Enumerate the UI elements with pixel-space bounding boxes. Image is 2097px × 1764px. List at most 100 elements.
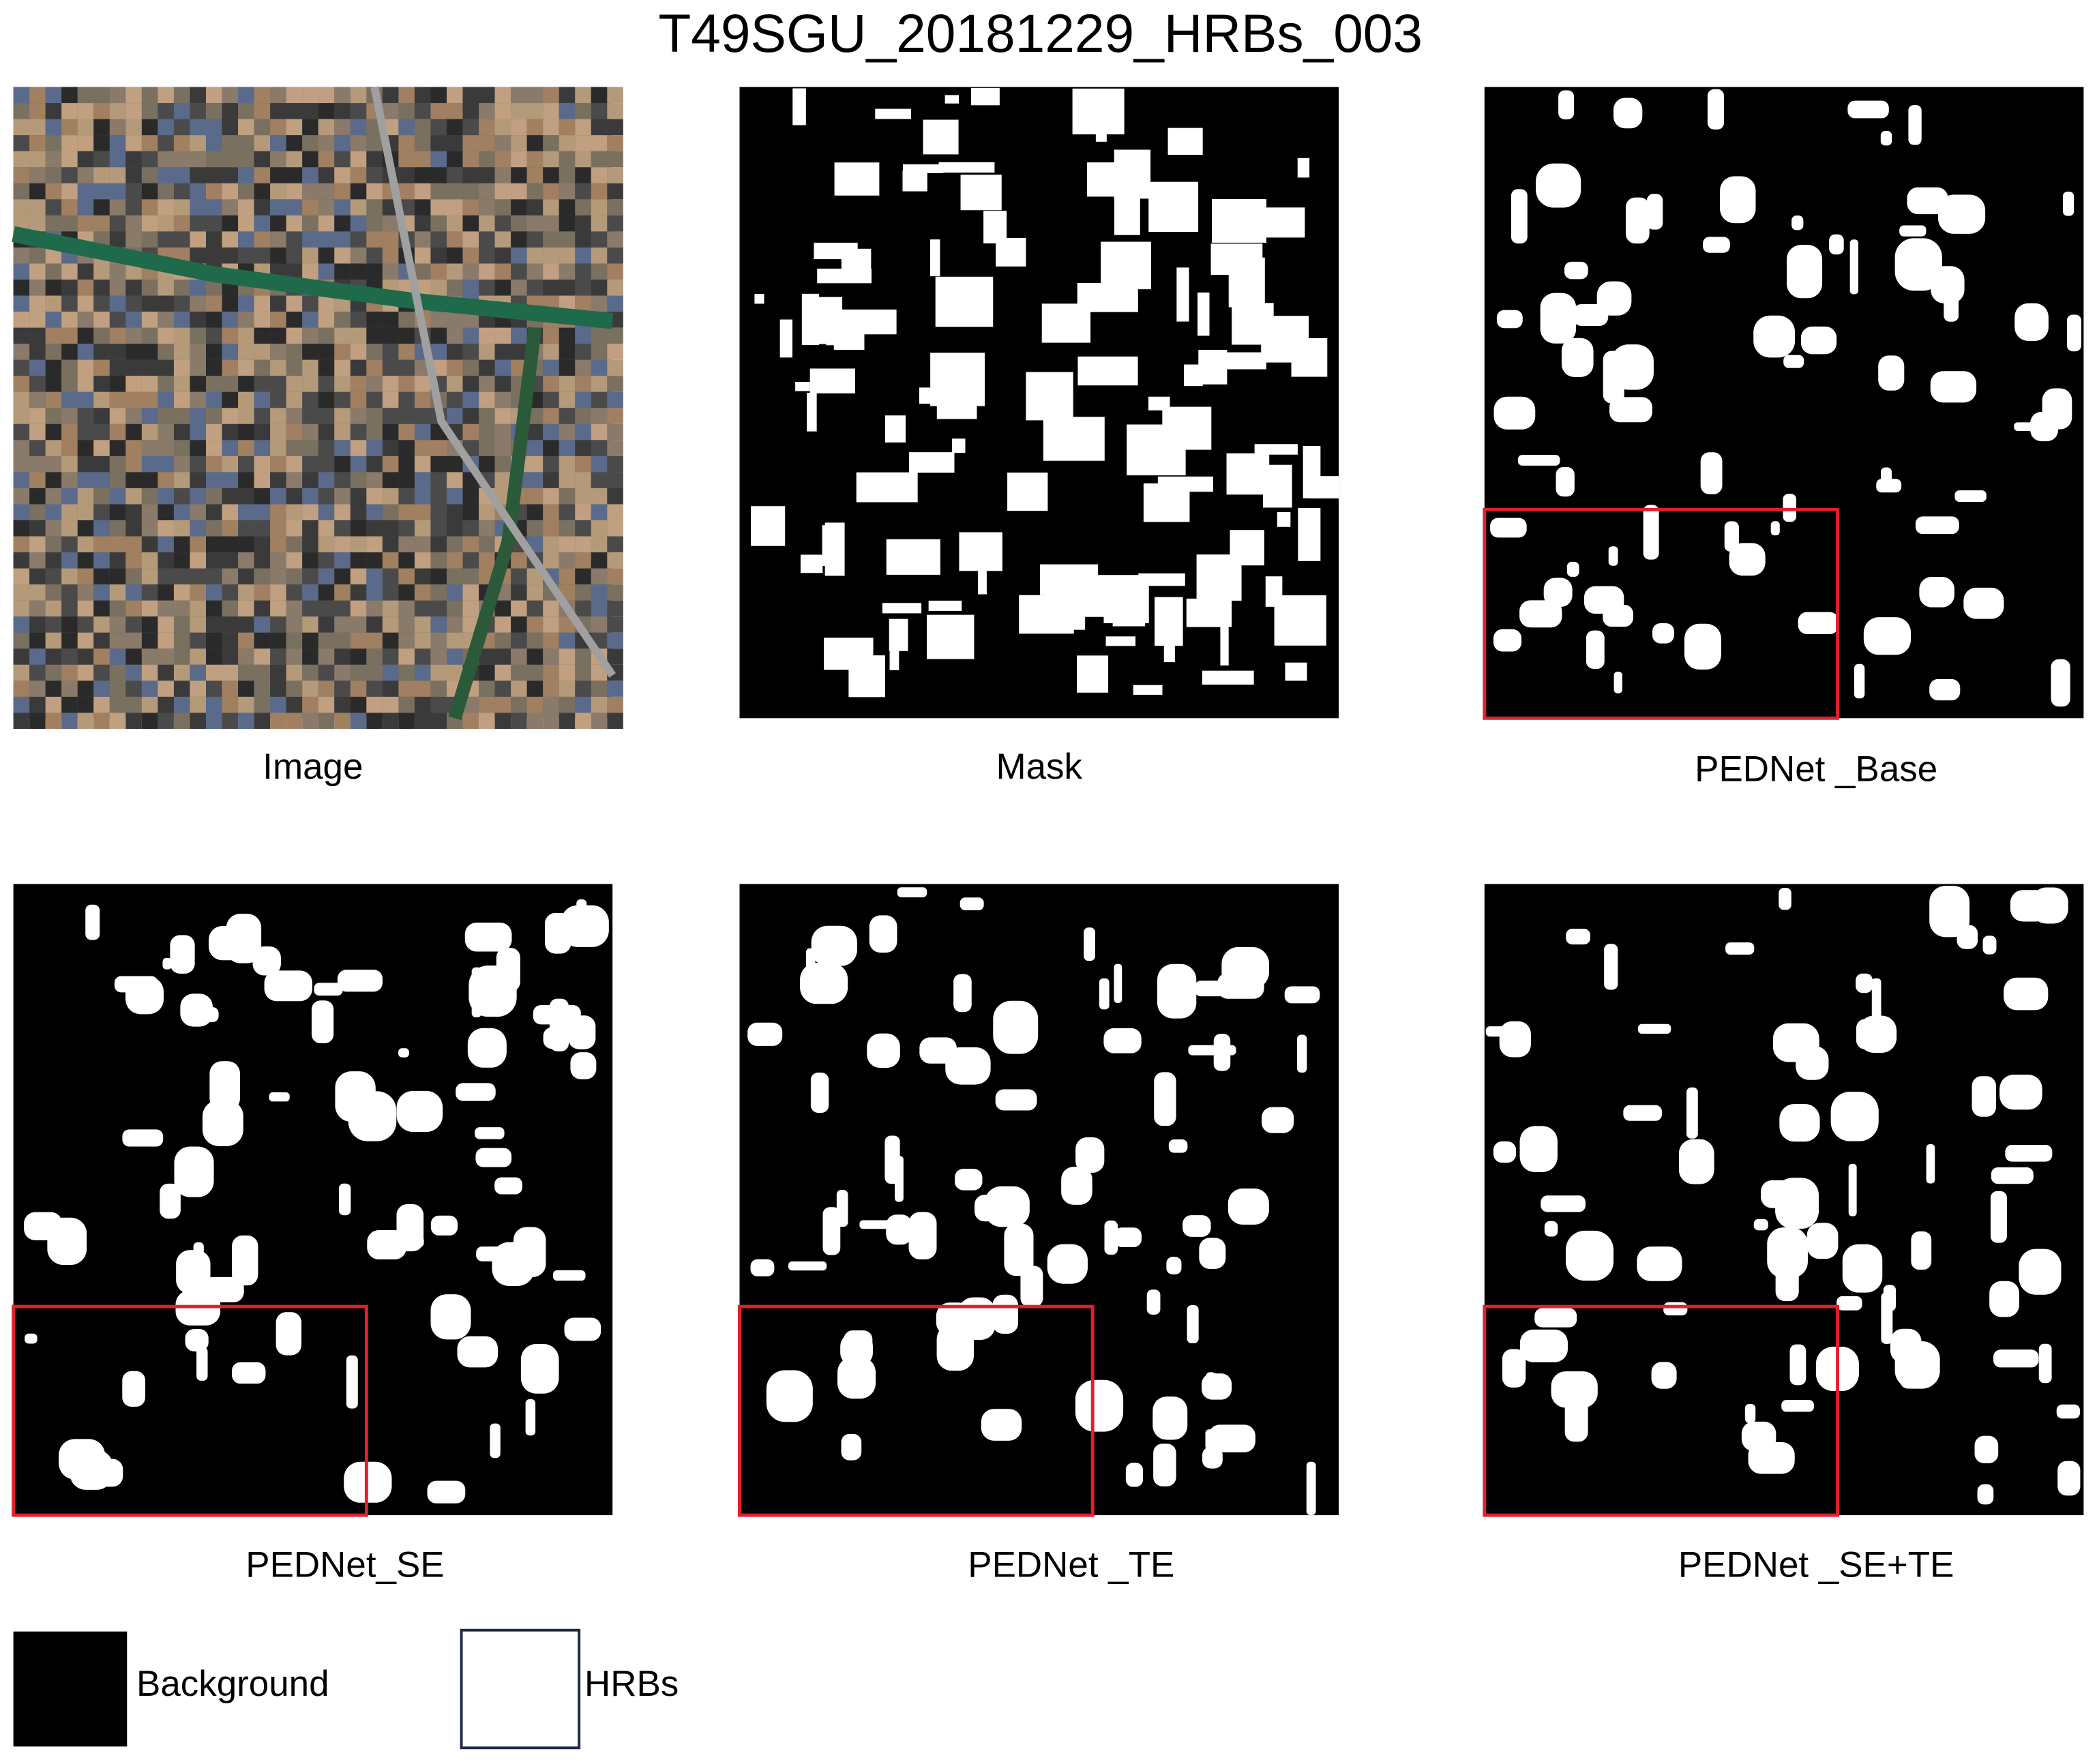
image-pixel [430,327,447,344]
image-pixel [270,87,286,104]
image-pixel [173,408,190,424]
image-pixel [494,455,511,473]
building-region [180,993,213,1027]
image-pixel [77,183,94,200]
building-region [936,1302,972,1336]
image-pixel [479,681,495,697]
image-pixel [173,231,190,248]
image-pixel [462,312,479,328]
image-pixel [158,344,174,360]
image-pixel [270,327,286,344]
building-region [809,368,855,393]
image-pixel [270,135,286,151]
image-pixel [591,344,608,360]
image-pixel [270,312,286,328]
image-pixel [13,632,30,649]
image-pixel [559,344,576,360]
building-region [311,1000,334,1044]
image-pixel [254,295,271,312]
building-region [1298,507,1321,561]
image-pixel [158,359,174,376]
image-pixel [93,280,110,296]
image-pixel [190,391,207,408]
image-pixel [270,648,286,665]
image-pixel [575,151,591,168]
image-pixel [190,199,207,215]
image-pixel [238,616,254,633]
image-pixel [398,312,415,328]
image-pixel [109,632,126,649]
image-pixel [366,552,383,569]
image-pixel [286,664,303,681]
image-pixel [526,504,544,521]
image-pixel [270,199,286,215]
image-pixel [462,344,479,360]
image-pixel [141,151,158,168]
image-pixel [158,440,174,456]
image-pixel [13,472,30,488]
image-pixel [414,648,431,665]
image-pixel [414,520,431,537]
image-pixel [607,247,623,264]
image-pixel [238,119,254,136]
image-pixel [286,359,303,376]
image-pixel [607,103,623,119]
image-pixel [173,359,190,376]
image-pixel [494,103,511,119]
image-pixel [238,648,254,665]
image-pixel [318,231,335,248]
image-pixel [591,536,608,553]
image-pixel [494,344,511,360]
image-pixel [173,713,190,729]
image-pixel [607,504,623,521]
image-pixel [173,488,190,505]
building-region [1878,355,1905,391]
image-pixel [61,423,78,440]
image-pixel [447,391,463,408]
image-pixel [286,423,303,440]
image-pixel [158,215,174,232]
image-pixel [109,376,126,392]
image-pixel [109,504,126,521]
image-pixel [430,600,447,617]
image-pixel [543,664,559,681]
building-region [867,1033,900,1068]
image-pixel [254,151,271,168]
building-region [24,1212,63,1240]
image-pixel [158,552,174,569]
image-pixel [109,520,126,537]
image-pixel [591,376,608,392]
image-pixel [222,423,239,440]
building-region [1075,1137,1105,1173]
image-pixel [190,344,207,360]
image-pixel [462,359,479,376]
image-pixel [398,135,415,151]
image-pixel [575,199,591,215]
image-pixel [591,520,608,537]
image-pixel [238,215,254,232]
image-pixel [93,151,110,168]
building-region [1643,505,1659,560]
image-pixel [414,376,431,392]
image-pixel [125,455,142,473]
building-region [1686,1087,1698,1139]
image-pixel [607,696,623,713]
image-pixel [29,312,46,328]
image-pixel [479,504,495,521]
image-pixel [190,119,207,136]
image-pixel [511,600,527,617]
image-pixel [318,312,335,328]
image-pixel [382,552,399,569]
image-pixel [286,681,303,697]
building-region [1536,163,1581,208]
image-pixel [141,295,158,312]
prediction-background [13,884,613,1516]
image-pixel [190,488,207,505]
image-pixel [61,327,78,344]
image-pixel [462,504,479,521]
image-pixel [607,536,623,553]
image-pixel [238,87,254,104]
image-pixel [414,423,431,440]
image-pixel [591,247,608,264]
image-pixel [190,215,207,232]
